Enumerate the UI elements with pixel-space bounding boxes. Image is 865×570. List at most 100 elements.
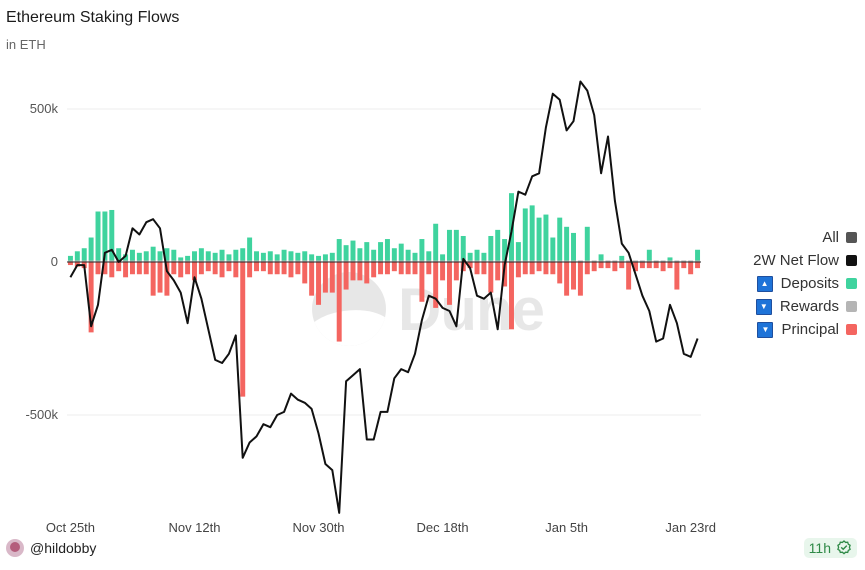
bar-principal	[219, 262, 225, 278]
legend-item-deposits[interactable]: ▲ Deposits	[753, 272, 857, 295]
bar-rewards	[515, 260, 521, 262]
chart-subtitle: in ETH	[6, 37, 46, 52]
bar-rewards	[495, 260, 501, 262]
sort-down-icon[interactable]: ▼	[755, 298, 772, 315]
bar-rewards	[605, 260, 611, 262]
bar-principal	[95, 262, 101, 275]
legend-label-deposits: Deposits	[780, 275, 839, 292]
bar-rewards	[419, 260, 425, 262]
bar-deposits	[467, 252, 473, 261]
sort-up-icon[interactable]: ▲	[756, 275, 773, 292]
x-tick-label: Dec 18th	[417, 520, 469, 535]
bar-deposits	[212, 252, 218, 261]
bar-principal	[322, 262, 328, 293]
bar-deposits	[157, 251, 163, 261]
bar-deposits	[378, 242, 384, 261]
bar-rewards	[619, 260, 625, 262]
bar-principal	[674, 262, 680, 290]
bar-rewards	[536, 260, 542, 262]
bar-rewards	[343, 260, 349, 262]
bar-deposits	[329, 252, 335, 261]
bar-principal	[198, 262, 204, 275]
bar-principal	[67, 262, 73, 266]
legend-item-rewards[interactable]: ▼ Rewards	[753, 295, 857, 318]
bar-deposits	[412, 252, 418, 261]
bar-principal	[474, 262, 480, 275]
bar-deposits	[419, 239, 425, 261]
bar-principal	[116, 262, 122, 272]
bar-principal	[350, 262, 356, 281]
bar-deposits	[109, 209, 115, 261]
legend-swatch-principal	[846, 324, 857, 335]
bar-rewards	[591, 260, 597, 262]
bar-deposits	[67, 255, 73, 261]
bar-deposits	[433, 223, 439, 261]
bar-rewards	[550, 260, 556, 262]
bar-principal	[467, 262, 473, 269]
bar-rewards	[612, 260, 618, 262]
bar-principal	[88, 262, 94, 333]
chart-title: Ethereum Staking Flows	[6, 9, 180, 26]
bar-rewards	[646, 260, 652, 262]
bar-deposits	[336, 239, 342, 261]
bar-deposits	[322, 254, 328, 261]
bar-rewards	[295, 260, 301, 262]
legend-item-net-flow[interactable]: 2W Net Flow	[753, 249, 857, 272]
bar-deposits	[136, 252, 142, 261]
bar-principal	[398, 262, 404, 275]
bar-deposits	[95, 211, 101, 261]
sort-down-icon[interactable]: ▼	[757, 321, 774, 338]
bar-principal	[653, 262, 659, 269]
bar-deposits	[571, 232, 576, 261]
bar-principal	[192, 262, 197, 281]
bar-rewards	[205, 260, 211, 262]
bar-deposits	[598, 254, 604, 261]
freshness-badge[interactable]: 11h	[803, 538, 857, 558]
bar-principal	[384, 262, 390, 275]
bar-deposits	[557, 217, 563, 261]
bar-deposits	[460, 235, 466, 261]
bar-rewards	[688, 260, 694, 262]
bar-principal	[577, 262, 583, 296]
x-tick-label: Nov 30th	[293, 520, 345, 535]
legend-item-all[interactable]: All	[753, 226, 857, 249]
bar-rewards	[488, 260, 494, 262]
legend-item-principal[interactable]: ▼ Principal	[753, 318, 857, 341]
legend-swatch-all	[846, 232, 857, 243]
bar-rewards	[281, 260, 287, 262]
bar-deposits	[233, 249, 239, 261]
bar-rewards	[102, 260, 108, 262]
bar-principal	[695, 262, 701, 269]
bar-deposits	[240, 248, 246, 261]
bar-rewards	[226, 260, 232, 262]
bar-deposits	[446, 229, 452, 261]
net-flow-line	[69, 80, 699, 514]
bar-rewards	[433, 260, 439, 262]
bar-deposits	[143, 251, 149, 261]
bar-principal	[316, 262, 322, 305]
bar-principal	[605, 262, 611, 269]
bar-deposits	[440, 254, 446, 261]
bar-deposits	[129, 249, 135, 261]
bar-rewards	[633, 260, 639, 262]
bar-rewards	[164, 260, 170, 262]
bar-deposits	[302, 251, 308, 261]
bar-deposits	[695, 249, 701, 261]
bar-deposits	[426, 251, 432, 261]
bar-deposits	[74, 251, 80, 261]
bar-rewards	[260, 260, 266, 262]
bar-rewards	[440, 260, 446, 262]
bar-rewards	[350, 260, 356, 262]
bar-rewards	[143, 260, 149, 262]
bar-deposits	[192, 251, 197, 261]
y-tick-label: 500k	[30, 101, 59, 116]
bar-rewards	[398, 260, 404, 262]
author-link[interactable]: @hildobby	[6, 539, 96, 557]
bar-principal	[136, 262, 142, 275]
bar-rewards	[74, 260, 80, 262]
bar-rewards	[509, 260, 514, 262]
bar-deposits	[88, 237, 94, 261]
bar-principal	[584, 262, 590, 275]
bar-principal	[405, 262, 411, 275]
bar-principal	[419, 262, 425, 302]
